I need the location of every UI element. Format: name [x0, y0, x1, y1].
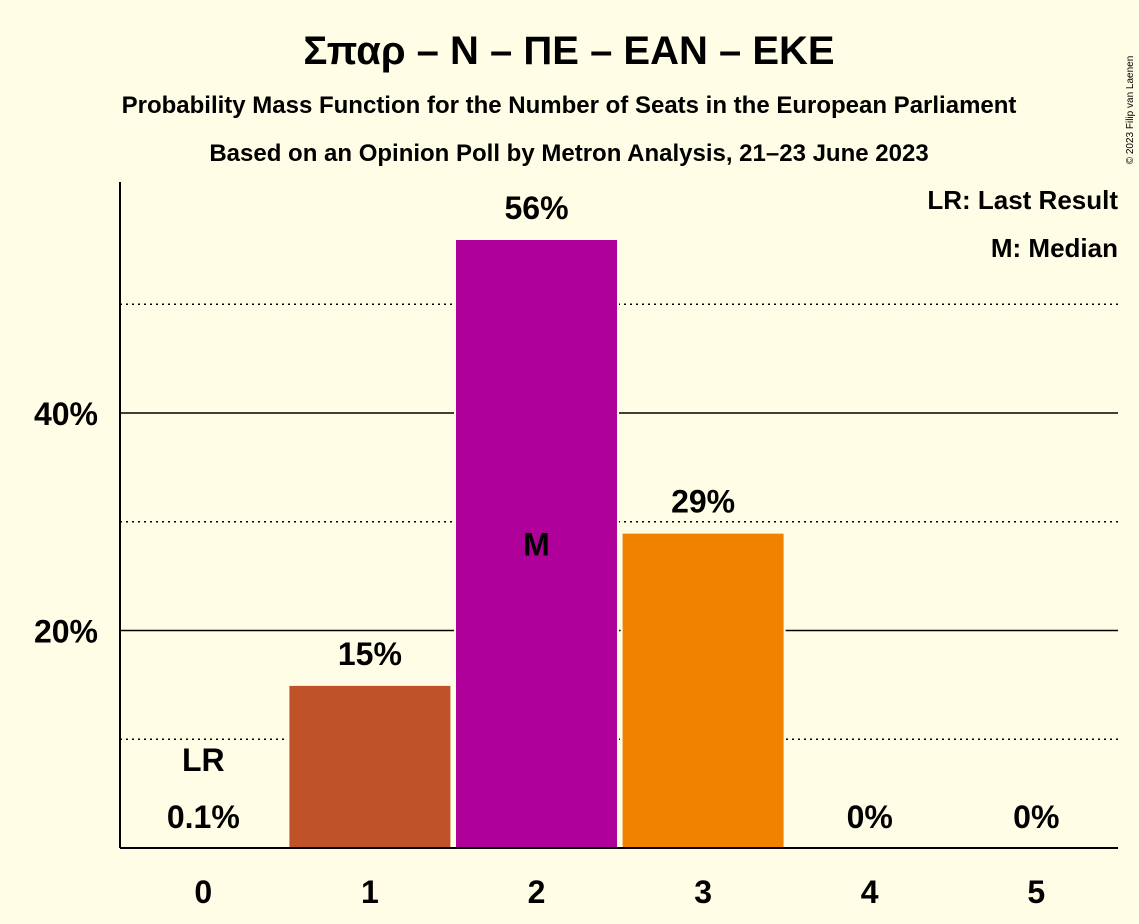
bar	[454, 238, 619, 849]
y-tick-label: 20%	[34, 614, 98, 650]
bar	[287, 683, 453, 849]
x-tick-label: 2	[528, 874, 546, 910]
x-tick-label: 5	[1027, 874, 1045, 910]
last-result-marker: LR	[182, 742, 225, 778]
copyright-notice: © 2023 Filip van Laenen	[1125, 56, 1136, 165]
value-label: 0.1%	[167, 799, 240, 835]
value-label: 15%	[338, 636, 402, 672]
value-label: 0%	[1013, 799, 1059, 835]
x-tick-label: 3	[694, 874, 712, 910]
legend-median: M: Median	[991, 233, 1118, 263]
median-marker: M	[523, 527, 550, 563]
legend-last-result: LR: Last Result	[927, 185, 1118, 215]
chart-source-subtitle: Based on an Opinion Poll by Metron Analy…	[209, 140, 928, 167]
y-tick-label: 40%	[34, 396, 98, 432]
value-label: 29%	[671, 484, 735, 520]
x-tick-label: 4	[861, 874, 879, 910]
value-label: 0%	[847, 799, 893, 835]
data-labels: 0.1% 15% 56% 29% 0% 0% LR M	[167, 190, 1060, 835]
chart-subtitle: Probability Mass Function for the Number…	[122, 92, 1017, 119]
chart-title: Σπαρ – Ν – ΠΕ – ΕΑΝ – ΕΚΕ	[303, 29, 834, 73]
x-tick-label: 0	[194, 874, 212, 910]
value-label: 56%	[504, 190, 568, 226]
bar	[620, 531, 786, 849]
bars	[120, 238, 786, 849]
axes: 20% 40% 0 1 2 3 4 5	[34, 182, 1118, 910]
x-tick-label: 1	[361, 874, 379, 910]
